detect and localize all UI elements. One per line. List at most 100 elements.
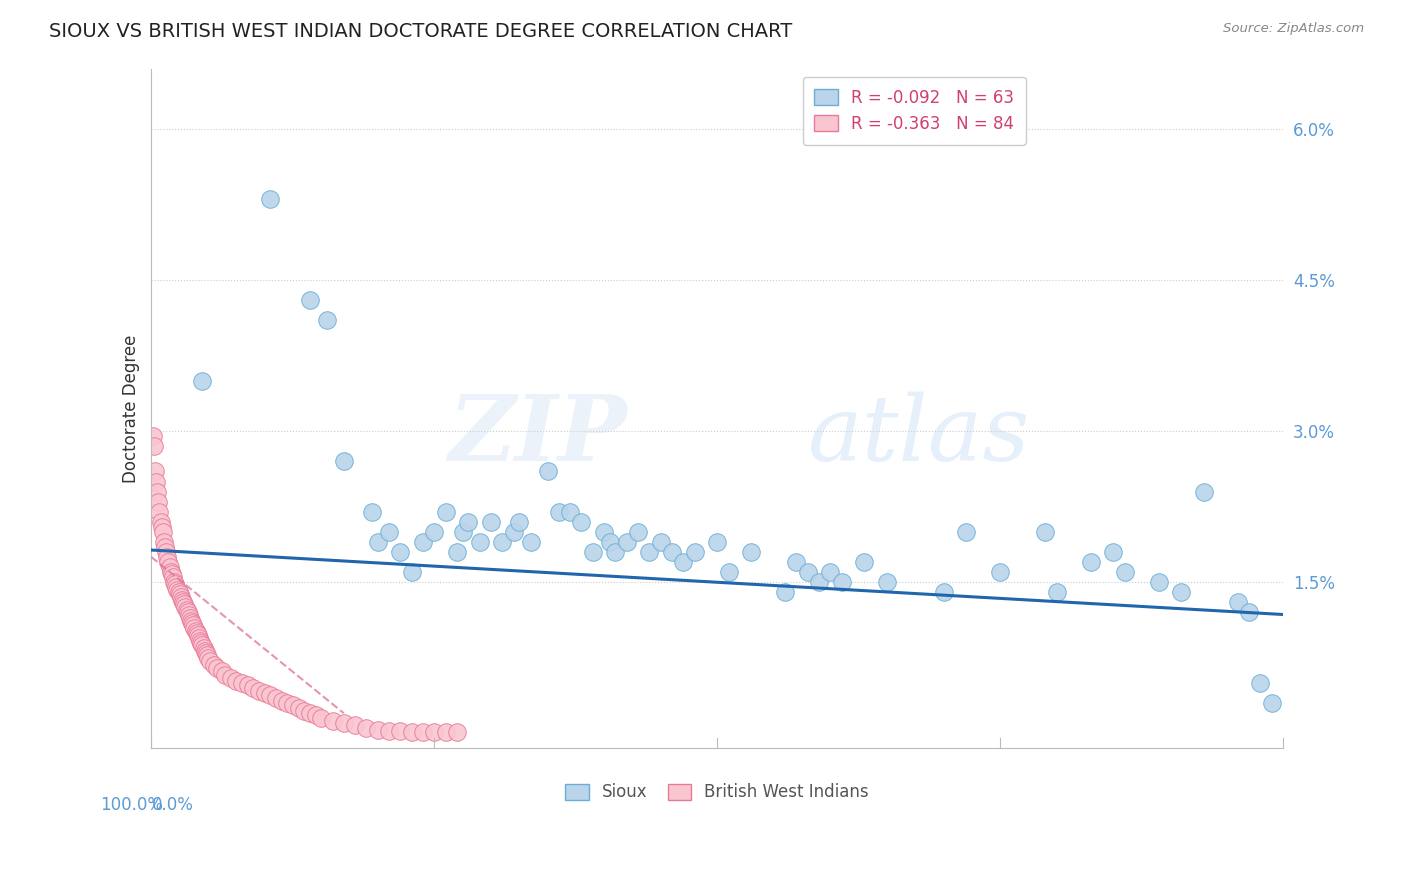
Point [605,545,627,559]
Text: Source: ZipAtlas.com: Source: ZipAtlas.com [1223,22,1364,36]
Point [1046,585,1069,599]
Point [853,555,876,569]
Point [205,661,228,675]
Point [242,681,264,695]
Point [672,555,695,569]
Point [148,494,170,508]
Point [367,535,389,549]
Point [491,535,513,549]
Point [156,550,179,565]
Point [152,524,174,539]
Text: atlas: atlas [808,392,1031,480]
Point [571,515,593,529]
Point [599,535,621,549]
Point [259,193,281,207]
Point [344,718,367,732]
Point [287,701,309,715]
Point [638,545,661,559]
Point [650,535,672,549]
Point [1237,606,1260,620]
Point [211,664,233,678]
Point [150,520,173,534]
Text: SIOUX VS BRITISH WEST INDIAN DOCTORATE DEGREE CORRELATION CHART: SIOUX VS BRITISH WEST INDIAN DOCTORATE D… [49,22,793,41]
Point [188,631,211,645]
Point [169,587,191,601]
Point [616,535,638,549]
Point [236,678,259,692]
Point [157,555,180,569]
Point [582,545,605,559]
Point [298,293,321,308]
Point [706,535,728,549]
Point [143,465,166,479]
Point [146,484,169,499]
Point [519,535,541,549]
Point [367,723,389,738]
Point [955,524,977,539]
Point [683,545,706,559]
Point [172,595,194,609]
Point [197,650,219,665]
Point [276,696,298,710]
Point [1147,575,1170,590]
Point [176,603,198,617]
Point [162,570,184,584]
Point [1114,565,1136,579]
Point [231,676,253,690]
Point [184,624,207,638]
Point [179,610,201,624]
Point [214,668,236,682]
Point [163,575,186,590]
Point [155,545,177,559]
Point [502,524,524,539]
Point [166,583,188,598]
Point [247,684,270,698]
Point [434,725,457,739]
Point [148,505,170,519]
Point [378,524,401,539]
Point [186,625,208,640]
Point [159,565,181,579]
Point [170,593,193,607]
Point [167,585,190,599]
Point [173,598,195,612]
Point [820,565,842,579]
Point [808,575,831,590]
Point [412,725,434,739]
Point [153,540,176,554]
Point [142,439,165,453]
Point [401,725,423,739]
Point [1170,585,1192,599]
Point [170,591,193,605]
Point [187,627,209,641]
Point [831,575,853,590]
Point [200,654,222,668]
Point [1226,595,1249,609]
Point [153,535,176,549]
Point [264,691,287,706]
Point [160,567,183,582]
Point [142,429,165,443]
Point [451,524,474,539]
Point [401,565,423,579]
Point [412,535,434,549]
Point [145,475,167,489]
Point [797,565,820,579]
Point [188,633,211,648]
Point [181,615,204,630]
Point [1080,555,1102,569]
Point [627,524,650,539]
Point [281,698,304,713]
Point [149,515,172,529]
Point [253,686,276,700]
Point [479,515,502,529]
Point [389,724,412,739]
Point [661,545,683,559]
Point [446,725,468,739]
Y-axis label: Doctorate Degree: Doctorate Degree [122,334,141,483]
Point [180,614,202,628]
Point [457,515,479,529]
Point [740,545,762,559]
Point [717,565,740,579]
Point [423,725,446,739]
